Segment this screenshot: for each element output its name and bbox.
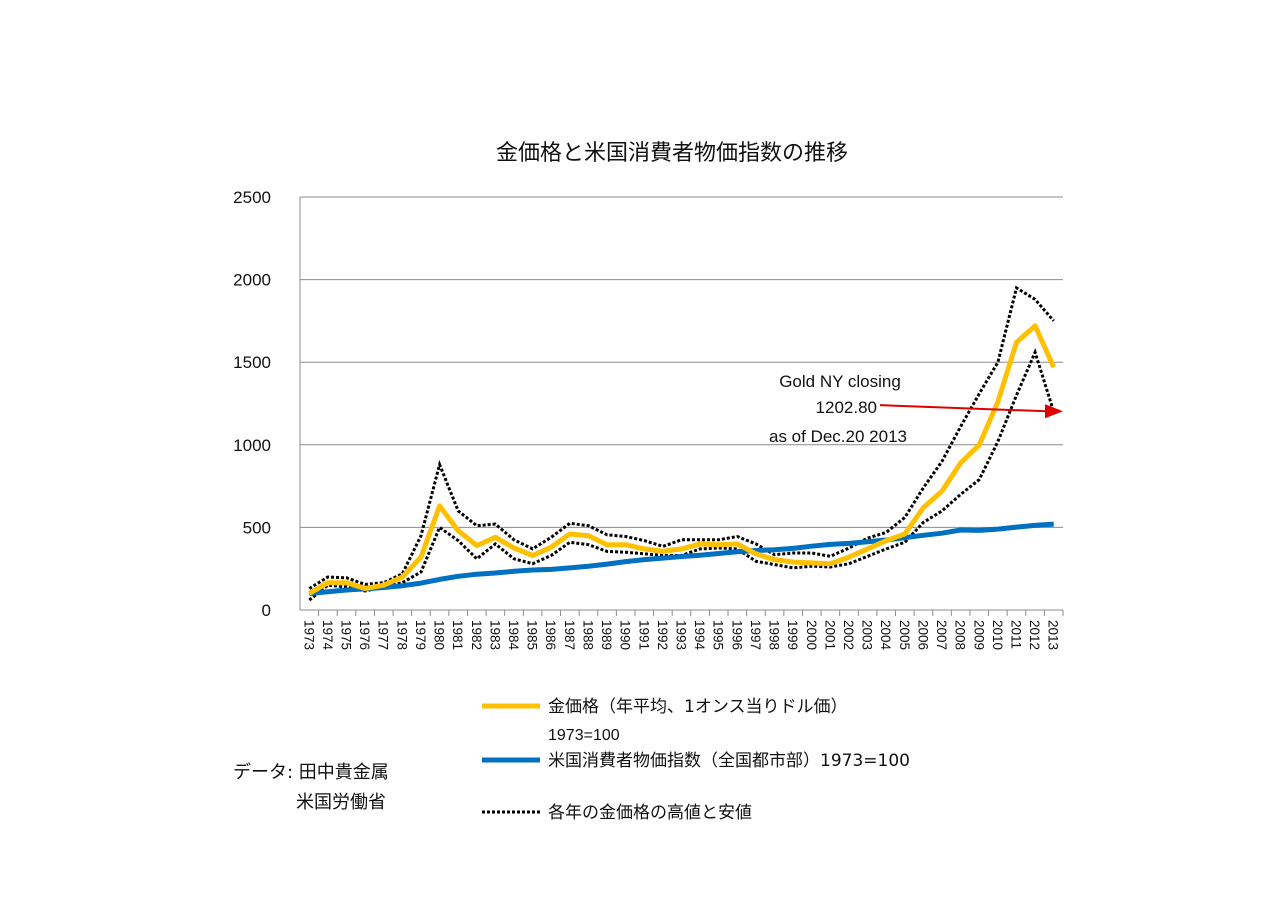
legend-label-gold: 金価格（年平均、1オンス当りドル価）: [548, 697, 847, 717]
x-tick-label: 1976: [357, 620, 372, 650]
x-tick-label: 2012: [1027, 620, 1042, 650]
legend: 金価格（年平均、1オンス当りドル価） 1973=100 米国消費者物価指数（全国…: [482, 697, 910, 823]
axes: [299, 197, 1064, 616]
x-tick-label: 2007: [934, 620, 949, 650]
annotation-line3: as of Dec.20 2013: [769, 427, 907, 446]
x-tick-label: 1981: [450, 620, 465, 650]
x-tick-label: 1997: [748, 620, 763, 650]
x-tick-label: 2010: [990, 620, 1005, 650]
x-tick-label: 2001: [822, 620, 837, 650]
x-tick-label: 1996: [729, 620, 744, 650]
source-line2: 米国労働省: [296, 792, 386, 813]
series-line-gold-high: [308, 285, 1055, 590]
x-tick-label: 2009: [971, 620, 986, 650]
annotation-arrow-head: [1045, 404, 1063, 419]
y-tick-label: 1000: [233, 436, 271, 455]
annotation-arrow-shaft: [879, 404, 1048, 413]
x-tick-label: 2013: [1046, 620, 1061, 650]
y-tick-label: 1500: [233, 353, 271, 372]
y-tick-label: 0: [262, 601, 271, 620]
x-tick-label: 1988: [580, 620, 595, 650]
series-line-gold: [308, 323, 1056, 596]
x-tick-label: 1999: [785, 620, 800, 650]
x-tick-label: 1986: [543, 620, 558, 650]
y-tick-label: 2500: [233, 188, 271, 207]
x-tick-label: 1992: [655, 620, 670, 650]
y-tick-label: 500: [243, 518, 271, 537]
annotation-line1: Gold NY closing: [779, 372, 901, 391]
annotation: Gold NY closing 1202.80 as of Dec.20 201…: [769, 372, 1063, 446]
x-tick-label: 1985: [525, 620, 540, 650]
x-tick-label: 2003: [860, 620, 875, 650]
series-line-cpi: [309, 521, 1054, 596]
x-tick-label: 1983: [487, 620, 502, 650]
x-tick-label: 2000: [804, 620, 819, 650]
x-tick-label: 1979: [413, 620, 428, 650]
series-layer: [308, 285, 1056, 602]
x-tick-label: 1973: [301, 620, 316, 650]
series-line-gold-low: [308, 348, 1056, 602]
x-tick-label: 1998: [767, 620, 782, 650]
legend-label-cpi: 米国消費者物価指数（全国都市部）1973=100: [548, 751, 910, 771]
x-tick-label: 2006: [915, 620, 930, 650]
x-tick-label: 1977: [376, 620, 391, 650]
x-tick-labels: 1973 1974 1975 1976 1977 1978 1979 1980 1981 1982…: [301, 620, 1060, 651]
x-tick-label: 1980: [432, 620, 447, 650]
x-tick-label: 1982: [469, 620, 484, 650]
x-tick-label: 1984: [506, 620, 521, 651]
x-tick-label: 2005: [897, 620, 912, 650]
x-tick-label: 2002: [841, 620, 856, 650]
x-tick-label: 1987: [562, 620, 577, 650]
x-tick-label: 2011: [1008, 620, 1023, 649]
x-tick-label: 2004: [878, 620, 893, 651]
data-source: データ: 田中貴金属 米国労働省: [233, 762, 389, 813]
x-tick-label: 1993: [674, 620, 689, 650]
legend-label-gold-sub: 1973=100: [548, 727, 620, 744]
legend-label-range: 各年の金価格の高値と安値: [548, 803, 752, 823]
x-tick-label: 1989: [599, 620, 614, 650]
annotation-line2: 1202.80: [816, 398, 877, 417]
y-tick-labels: 0 500 1000 1500 2000 2500: [233, 188, 271, 620]
chart-title: 金価格と米国消費者物価指数の推移: [496, 141, 848, 166]
x-tick-label: 1990: [618, 620, 633, 650]
gridlines: [300, 196, 1063, 528]
x-tick-label: 1995: [711, 620, 726, 650]
x-tick-label: 2008: [953, 620, 968, 650]
x-tick-label: 1994: [692, 620, 707, 651]
x-tick-label: 1974: [320, 620, 335, 651]
x-tick-label: 1975: [339, 620, 354, 650]
x-tick-label: 1991: [636, 620, 651, 650]
source-line1: データ: 田中貴金属: [233, 762, 389, 783]
x-tick-label: 1978: [394, 620, 409, 650]
y-tick-label: 2000: [233, 271, 271, 290]
